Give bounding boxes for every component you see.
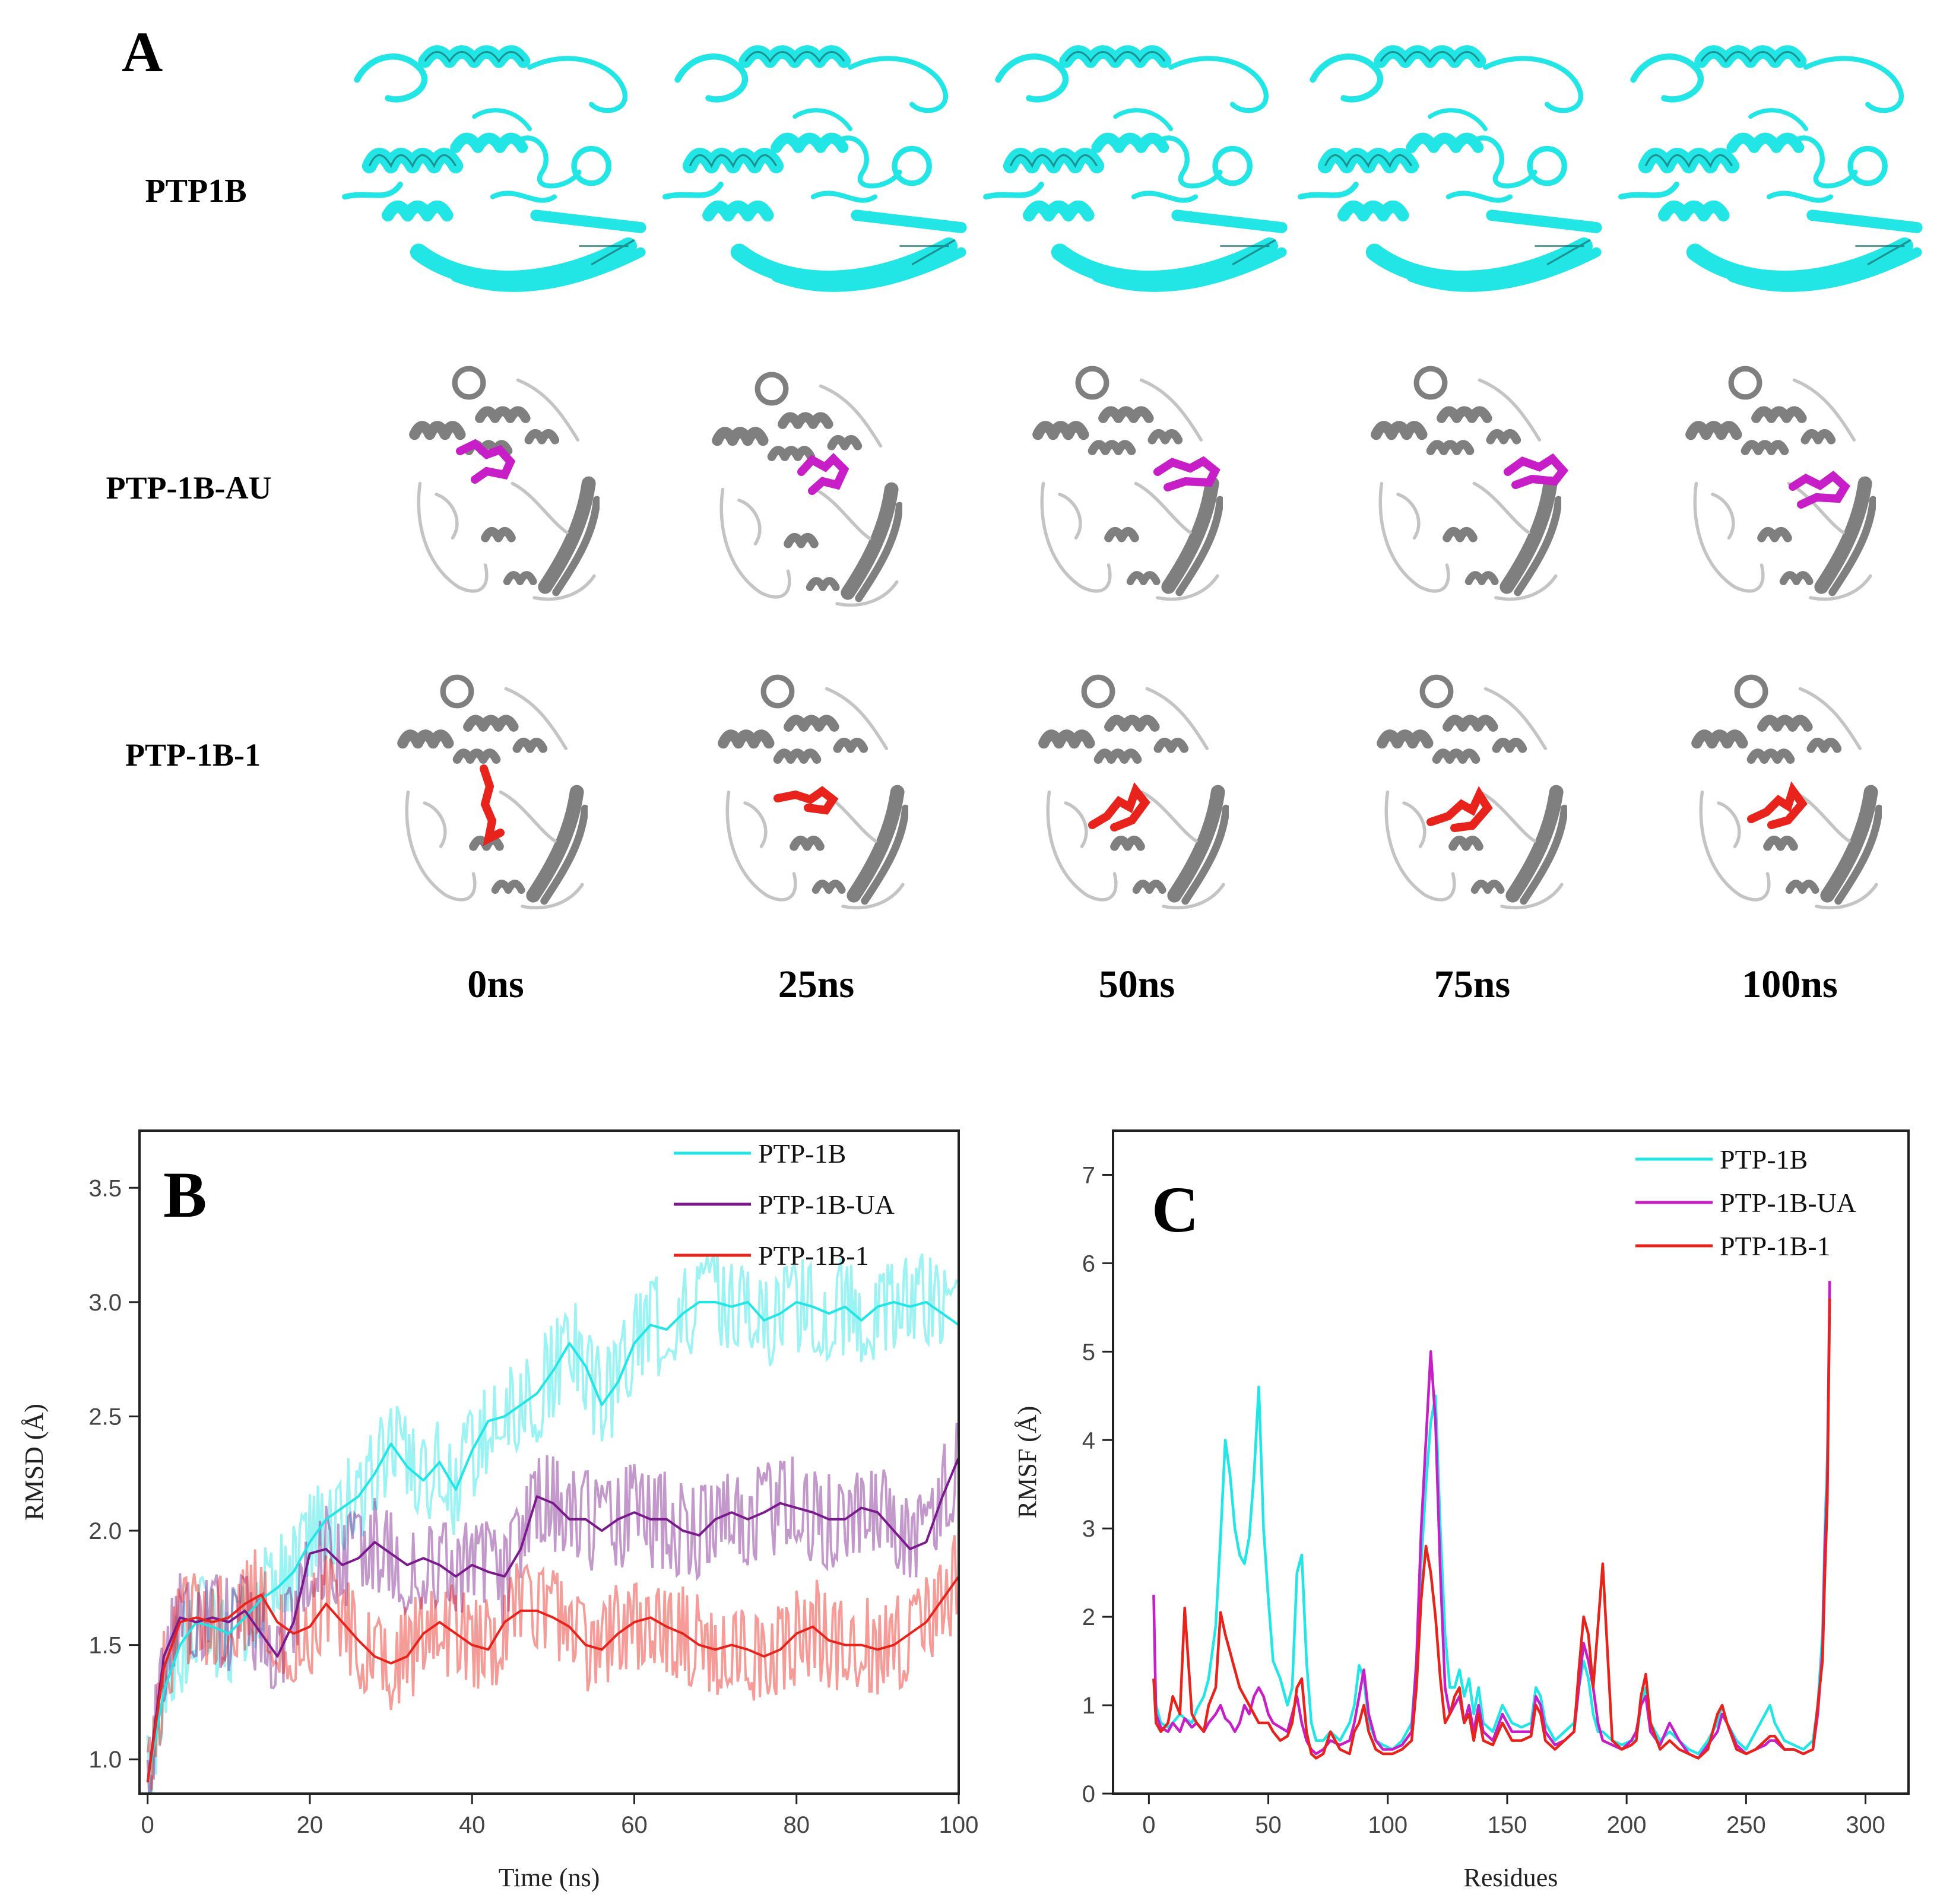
x-tick-label: 80: [783, 1812, 810, 1838]
series-line-b-1: [146, 1300, 959, 1783]
y-tick-label: 0: [1082, 1781, 1095, 1807]
ligand-1-50ns: [1088, 782, 1150, 832]
protein-structure-ptp1b-1-0ns: [402, 677, 585, 907]
row-label-ptp1b-1: PTP-1B-1: [125, 737, 261, 773]
y-tick-label: 7: [1082, 1162, 1095, 1188]
time-label-100ns: 100ns: [1742, 963, 1837, 1006]
ligand-ua-50ns: [1153, 456, 1220, 491]
legend-label: PTP-1B-UA: [758, 1189, 895, 1220]
ligand-ua-100ns: [1789, 471, 1850, 509]
x-tick-label: 100: [1368, 1812, 1407, 1838]
plot-frame: [138, 1129, 960, 1795]
x-tick-label: 50: [1255, 1812, 1282, 1838]
x-tick-label: 0: [141, 1812, 154, 1838]
rmsd-chart: 0 20 40 60 80 100 1.0 1.5 2.0 2.5 3.0 3.5 Time (ns) R…: [20, 1129, 979, 1892]
time-label-25ns: 25ns: [778, 963, 854, 1006]
x-axis-label: Time (ns): [499, 1863, 600, 1892]
time-label-0ns: 0ns: [467, 963, 524, 1006]
x-tick-label: 300: [1846, 1812, 1885, 1838]
series-line-c-2: [1152, 1281, 1831, 1760]
legend-label: PTP-1B: [758, 1138, 846, 1169]
panel-letter: C: [1152, 1173, 1199, 1246]
ligand-ua-75ns: [1504, 453, 1569, 489]
ligand-ua-0ns: [456, 439, 516, 484]
protein-structure-ptp1b-25ns: [665, 52, 961, 287]
legend-label: PTP-1B-1: [1720, 1231, 1831, 1261]
y-tick-label: 5: [1082, 1339, 1095, 1365]
y-tick-label: 1.5: [88, 1633, 122, 1659]
y-tick-label: 3: [1082, 1516, 1095, 1542]
x-tick-label: 60: [621, 1812, 648, 1838]
panel-a-letter: A: [122, 20, 163, 84]
ligand-1-0ns: [480, 764, 505, 846]
time-label-50ns: 50ns: [1099, 963, 1175, 1006]
x-tick-label: 200: [1607, 1812, 1647, 1838]
legend-label: PTP-1B-1: [758, 1240, 869, 1271]
series-line-c-3: [1152, 1298, 1831, 1760]
y-axis-label: RMSD (Å): [20, 1404, 49, 1521]
x-tick-label: 100: [939, 1812, 979, 1838]
series-line-b-3: [146, 1575, 959, 1782]
time-labels: 0ns 25ns 50ns 75ns 100ns: [467, 963, 1837, 1006]
y-tick-label: 2.5: [88, 1404, 122, 1430]
time-label-75ns: 75ns: [1434, 963, 1510, 1006]
protein-structure-ptp1b-au-0ns: [414, 369, 597, 599]
protein-structure-ptp1b-100ns: [1621, 52, 1917, 287]
ligand-ua-25ns: [797, 453, 849, 495]
protein-structure-ptp1b-au-75ns: [1376, 369, 1558, 599]
protein-structure-ptp1b-75ns: [1301, 52, 1596, 287]
y-tick-label: 3.5: [88, 1175, 122, 1201]
y-tick-label: 6: [1082, 1251, 1095, 1277]
structure-grid: [345, 52, 1917, 908]
y-tick-label: 1: [1082, 1693, 1095, 1719]
x-tick-label: 150: [1488, 1812, 1527, 1838]
x-tick-label: 40: [459, 1812, 486, 1838]
y-tick-label: 4: [1082, 1427, 1095, 1454]
panel-letter: B: [163, 1159, 207, 1231]
y-tick-label: 3.0: [88, 1290, 122, 1316]
ligand-1-100ns: [1747, 781, 1808, 829]
rmsd-fluctuation-band-1: [146, 1253, 958, 1794]
protein-structure-ptp1b-1-75ns: [1382, 677, 1564, 907]
y-tick-label: 1.0: [88, 1747, 122, 1773]
series-line-b-2: [146, 1457, 959, 1782]
y-tick-label: 2: [1082, 1604, 1095, 1630]
y-axis-label: RMSF (Å): [1013, 1406, 1042, 1519]
protein-structure-ptp1b-50ns: [986, 52, 1282, 287]
x-tick-label: 20: [297, 1812, 324, 1838]
x-axis-label: Residues: [1464, 1863, 1558, 1892]
row-label-ptp1b: PTP1B: [145, 173, 246, 210]
ligand-1-75ns: [1426, 786, 1493, 832]
protein-structure-ptp1b-0ns: [345, 52, 641, 287]
x-tick-label: 250: [1726, 1812, 1766, 1838]
legend-label: PTP-1B: [1720, 1144, 1808, 1175]
ligand-1-25ns: [773, 786, 839, 815]
rmsd-fluctuation-band-3: [146, 1535, 958, 1791]
row-label-ptp1b-au: PTP-1B-AU: [106, 470, 272, 506]
y-tick-label: 2.0: [88, 1518, 122, 1544]
plot-frame: [1112, 1129, 1910, 1795]
x-tick-label: 0: [1142, 1812, 1155, 1838]
rmsd-fluctuation-band-2: [146, 1423, 958, 1794]
rmsf-chart: 0 50 100 150 200 250 300 0 1 2 3 4 5 6 7 Residues RMSF (…: [1013, 1129, 1910, 1892]
series-line-c-1: [1152, 1316, 1831, 1756]
legend-label: PTP-1B-UA: [1720, 1188, 1856, 1218]
